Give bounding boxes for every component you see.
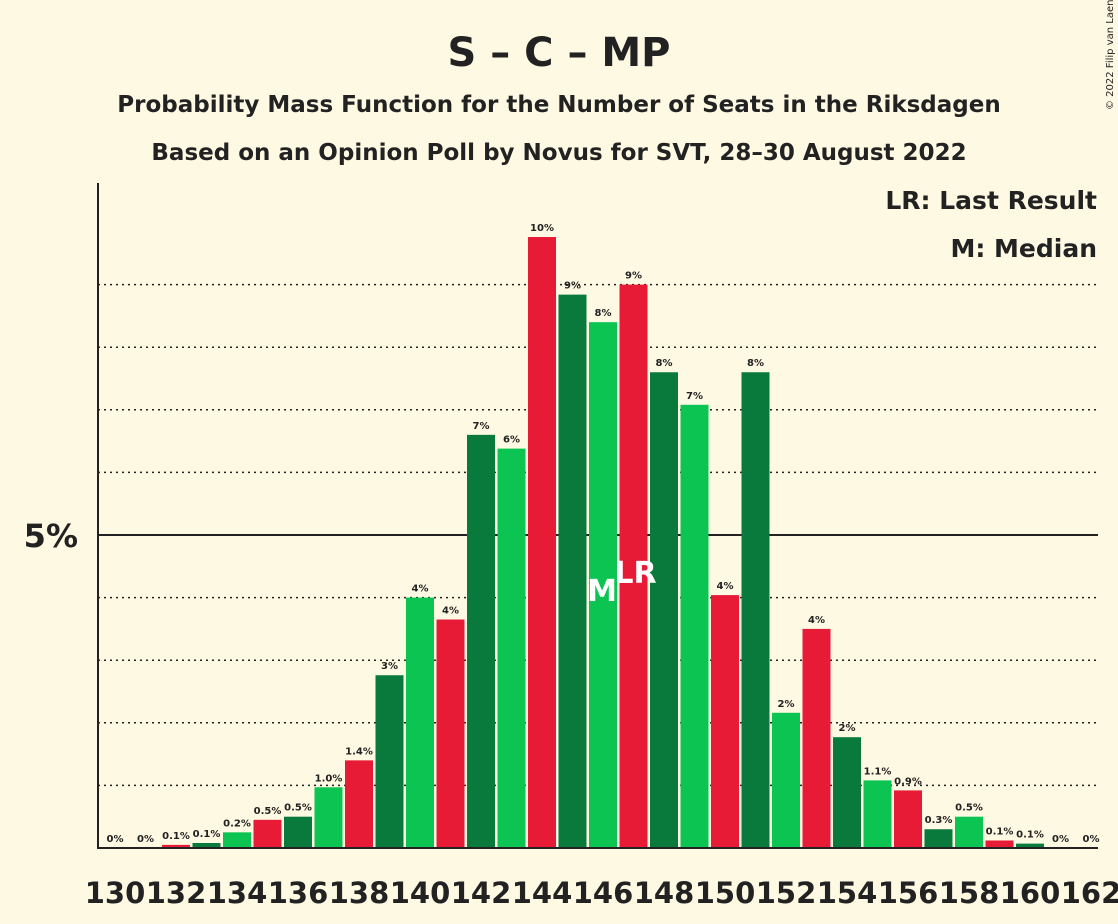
chart-subtitle: Probability Mass Function for the Number… <box>117 92 1000 118</box>
x-tick-label: 146 <box>573 876 634 910</box>
value-label-seat-160: 0.1% <box>1016 830 1044 841</box>
bar-series <box>162 237 1044 849</box>
x-axis-ticks: 130 132 134 136 138 140 142 144 146 148 150 152 154 1… <box>85 876 1118 910</box>
bar-seat-139 <box>375 675 404 848</box>
value-label-seat-157: 0.3% <box>925 815 953 826</box>
chart-subtitle-source: Based on an Opinion Poll by Novus for SV… <box>151 140 966 166</box>
bar-seat-149 <box>680 404 709 848</box>
value-label-seat-138: 1.4% <box>345 746 373 757</box>
x-tick-label: 148 <box>634 876 695 910</box>
x-tick-label: 140 <box>390 876 451 910</box>
bar-seat-146 <box>589 322 617 848</box>
median-marker: M <box>587 574 617 609</box>
value-label-seat-142: 7% <box>473 421 490 432</box>
x-tick-label: 142 <box>451 876 512 910</box>
value-label-seat-139: 3% <box>381 661 398 672</box>
bar-seat-152 <box>772 712 800 848</box>
x-tick-label: 130 <box>85 876 146 910</box>
bar-seat-156 <box>894 790 922 848</box>
bar-seat-132 <box>162 844 190 848</box>
bar-seat-153 <box>802 628 831 848</box>
x-tick-label: 158 <box>939 876 1000 910</box>
value-label-seat-148: 8% <box>656 358 673 369</box>
value-label-seat-143: 6% <box>503 435 520 446</box>
value-label-seat-152: 2% <box>778 699 795 710</box>
value-label-seat-146: 8% <box>595 308 612 319</box>
bar-seat-155 <box>863 780 892 848</box>
bar-seat-158 <box>955 816 983 848</box>
bar-seat-141 <box>436 619 465 848</box>
bar-seat-160 <box>1016 843 1044 848</box>
y-tick-label: 5% <box>24 517 78 555</box>
bar-seat-138 <box>345 760 373 848</box>
legend-last-result: LR: Last Result <box>885 186 1097 215</box>
value-label-seat-162: 0% <box>1083 834 1100 845</box>
value-label-seat-156: 0.9% <box>894 776 922 787</box>
x-tick-label: 150 <box>695 876 756 910</box>
x-tick-label: 162 <box>1061 876 1118 910</box>
x-tick-label: 144 <box>512 876 573 910</box>
bar-seat-154 <box>833 737 861 848</box>
bar-seat-133 <box>192 842 221 848</box>
value-label-seat-144: 10% <box>530 223 554 234</box>
x-tick-label: 154 <box>817 876 878 910</box>
bar-seat-143 <box>497 448 526 848</box>
value-label-seat-154: 2% <box>839 723 856 734</box>
bar-seat-136 <box>284 816 312 848</box>
x-tick-label: 134 <box>207 876 268 910</box>
value-label-seat-133: 0.1% <box>193 829 221 840</box>
x-tick-label: 136 <box>268 876 329 910</box>
value-label-seat-131: 0% <box>137 834 154 845</box>
value-label-seat-135: 0.5% <box>254 806 282 817</box>
bar-seat-150 <box>711 595 739 848</box>
median-last-result-markers: MLR <box>587 556 657 609</box>
value-labels: 0% 0% 0.1% 0.1%0.2%0.5% 0.5%1.0%1.4%3%4%4%7%… <box>107 223 1100 845</box>
value-label-seat-136: 0.5% <box>284 803 312 814</box>
bar-seat-148 <box>650 372 678 848</box>
value-label-seat-159: 0.1% <box>986 826 1014 837</box>
x-tick-label: 138 <box>329 876 390 910</box>
value-label-seat-155: 1.1% <box>864 766 892 777</box>
bar-seat-140 <box>406 597 434 848</box>
value-label-seat-132: 0.1% <box>162 831 190 842</box>
last-result-marker: LR <box>614 556 656 591</box>
copyright-notice: © 2022 Filip van Laenen <box>1105 0 1116 110</box>
bar-seat-157 <box>924 829 953 848</box>
value-label-seat-145: 9% <box>564 281 581 292</box>
x-tick-label: 152 <box>756 876 817 910</box>
value-label-seat-161: 0% <box>1052 834 1069 845</box>
bar-seat-144 <box>528 237 556 849</box>
chart-title: S – C – MP <box>448 30 671 76</box>
bar-seat-134 <box>223 832 251 848</box>
bar-seat-135 <box>253 819 282 848</box>
value-label-seat-134: 0.2% <box>223 818 251 829</box>
value-label-seat-158: 0.5% <box>955 803 983 814</box>
bar-seat-145 <box>558 294 587 849</box>
x-tick-label: 156 <box>878 876 939 910</box>
bar-seat-147 <box>619 284 648 849</box>
value-label-seat-150: 4% <box>717 581 734 592</box>
value-label-seat-151: 8% <box>747 358 764 369</box>
x-tick-label: 160 <box>1000 876 1061 910</box>
value-label-seat-140: 4% <box>412 584 429 595</box>
bar-seat-151 <box>741 372 770 848</box>
legend-median: M: Median <box>950 234 1097 263</box>
y-axis-ticks: 5% <box>24 517 78 555</box>
value-label-seat-130: 0% <box>107 834 124 845</box>
value-label-seat-153: 4% <box>808 615 825 626</box>
bar-seat-142 <box>467 434 495 848</box>
bar-seat-159 <box>985 840 1014 848</box>
bar-seat-137 <box>314 787 343 848</box>
x-tick-label: 132 <box>146 876 207 910</box>
value-label-seat-147: 9% <box>625 271 642 282</box>
value-label-seat-149: 7% <box>686 391 703 402</box>
value-label-seat-137: 1.0% <box>315 773 343 784</box>
value-label-seat-141: 4% <box>442 606 459 617</box>
